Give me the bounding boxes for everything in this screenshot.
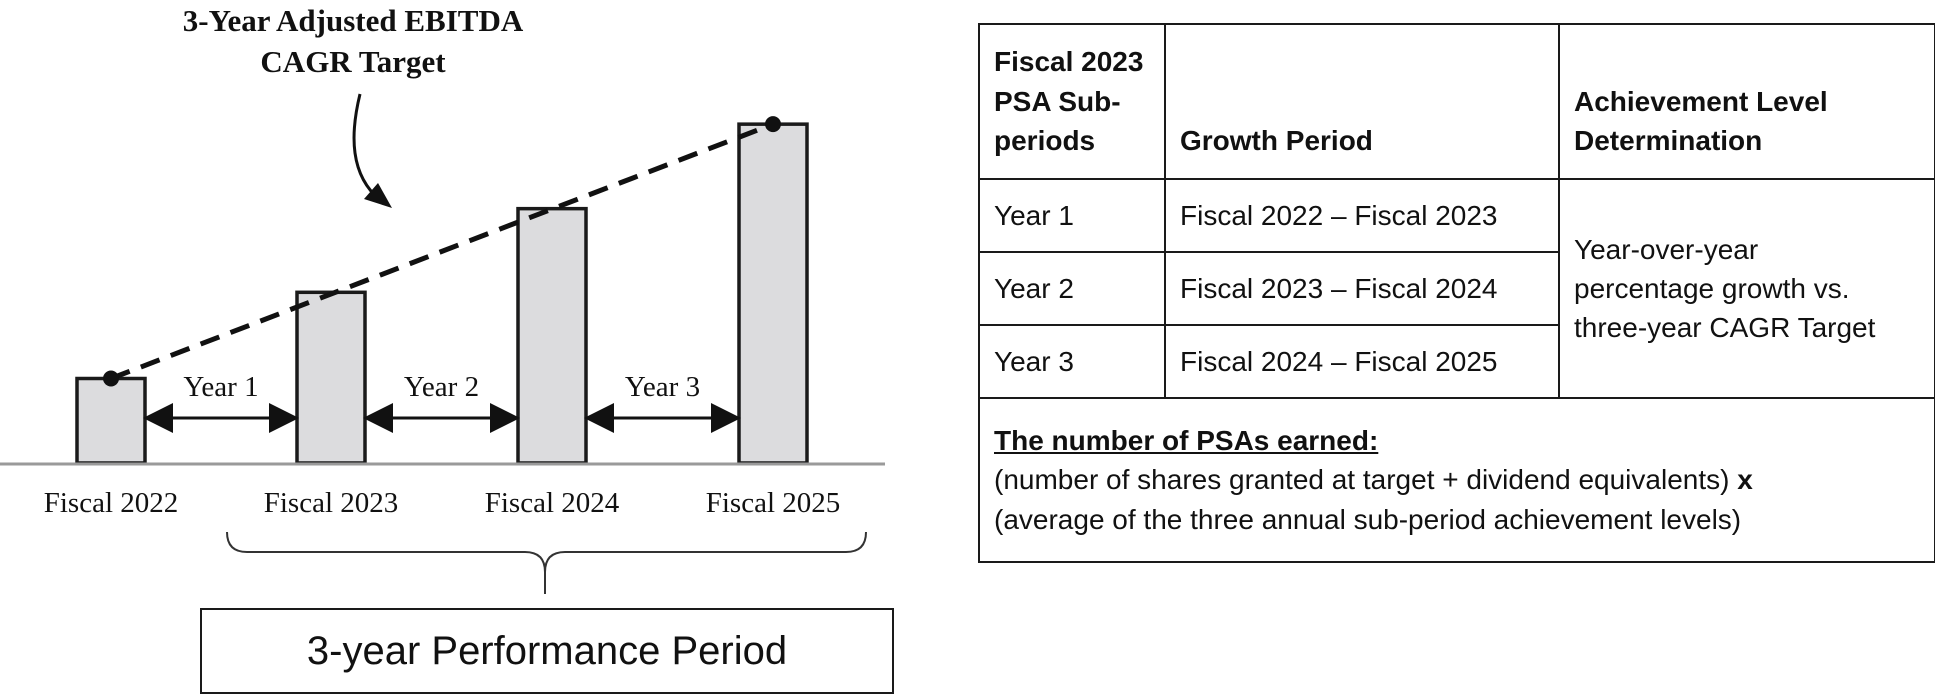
header-line: periods: [994, 124, 1096, 156]
header-subperiods: Fiscal 2023 PSA Sub- periods: [978, 23, 1166, 180]
determination-line: percentage growth vs.: [1574, 272, 1850, 304]
header-growth-period: Growth Period: [1164, 23, 1560, 180]
performance-period-bracket: [226, 531, 867, 573]
determination-cell: Year-over-year percentage growth vs. thr…: [1558, 178, 1935, 399]
psa-formula-cell: The number of PSAs earned: (number of sh…: [978, 397, 1935, 563]
psa-subperiod-table: Fiscal 2023 PSA Sub- periods Growth Peri…: [978, 23, 1935, 563]
cagr-trend-line: [110, 121, 774, 381]
trend-point-marker: [103, 370, 119, 387]
x-tick-label: Fiscal 2023: [264, 487, 399, 519]
cagr-chart: 3-Year Adjusted EBITDA CAGR Target Year 1…: [0, 3, 885, 594]
growth-period-cell: Fiscal 2022 – Fiscal 2023: [1164, 178, 1560, 253]
header-line: Determination: [1574, 124, 1763, 156]
table-footer-row: The number of PSAs earned: (number of sh…: [978, 397, 1935, 563]
bar-fiscal-2024: [516, 206, 588, 465]
x-tick-label: Fiscal 2022: [44, 487, 179, 519]
interval-label: Year 2: [404, 371, 479, 403]
psa-formula-line: (average of the three annual sub-period …: [994, 503, 1742, 535]
subperiod-cell: Year 1: [978, 178, 1166, 253]
x-tick-label: Fiscal 2024: [485, 487, 620, 519]
bar-fiscal-2025: [737, 122, 809, 465]
psa-formula-line: (number of shares granted at target + di…: [994, 464, 1730, 496]
growth-period-cell: Fiscal 2024 – Fiscal 2025: [1164, 324, 1560, 399]
bar-fiscal-2022: [75, 376, 147, 465]
interval-label: Year 1: [183, 371, 258, 403]
trend-point-marker: [765, 116, 781, 133]
table-row: Year 3 Fiscal 2024 – Fiscal 2025: [978, 324, 1935, 399]
subperiod-cell: Year 2: [978, 251, 1166, 326]
table-header-row: Fiscal 2023 PSA Sub- periods Growth Peri…: [978, 23, 1935, 180]
table-row: Year 1 Fiscal 2022 – Fiscal 2023 Year-ov…: [978, 178, 1935, 399]
chart-title-line: 3-Year Adjusted EBITDA: [183, 3, 524, 38]
header-line: Achievement Level: [1574, 85, 1828, 117]
title-pointer-arrowhead: [364, 183, 392, 208]
psa-formula-title: The number of PSAs earned:: [994, 425, 1379, 457]
multiply-operator: x: [1737, 464, 1753, 496]
x-tick-label: Fiscal 2025: [706, 487, 841, 519]
header-line: Growth Period: [1180, 124, 1373, 156]
growth-period-cell: Fiscal 2023 – Fiscal 2024: [1164, 251, 1560, 326]
header-line: Fiscal 2023: [994, 46, 1144, 78]
interval-label: Year 3: [625, 371, 700, 403]
table-row: Year 2 Fiscal 2023 – Fiscal 2024: [978, 251, 1935, 326]
header-achievement-level: Achievement Level Determination: [1558, 23, 1935, 180]
performance-period-label: 3-year Performance Period: [306, 628, 788, 673]
bar-fiscal-2023: [295, 290, 367, 465]
determination-line: Year-over-year: [1574, 233, 1759, 265]
chart-title: 3-Year Adjusted EBITDA CAGR Target: [183, 3, 524, 79]
determination-line: three-year CAGR Target: [1574, 312, 1876, 344]
performance-period-box: 3-year Performance Period: [200, 608, 894, 694]
title-pointer-arrow: [352, 93, 381, 202]
chart-title-line: CAGR Target: [260, 44, 446, 79]
header-line: PSA Sub-: [994, 85, 1121, 117]
subperiod-cell: Year 3: [978, 324, 1166, 399]
